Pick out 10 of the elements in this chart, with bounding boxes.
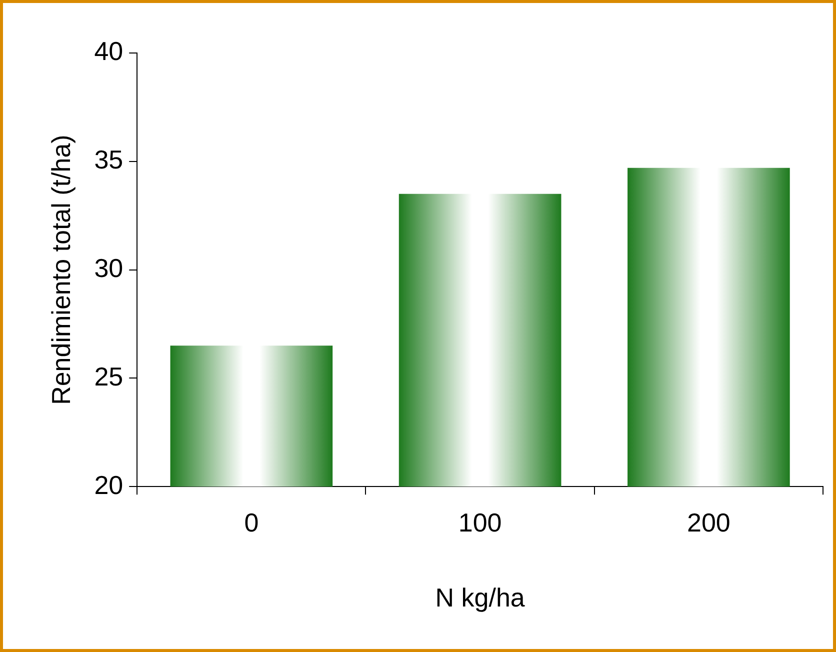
y-tick-label: 30 [94,252,124,283]
x-tick-label: 0 [244,507,259,538]
y-tick-label: 20 [94,470,124,500]
x-axis-title: N kg/ha [435,582,526,613]
x-tick-label: 100 [458,507,502,538]
y-tick-label: 40 [94,36,124,66]
x-tick-label: 200 [686,507,730,538]
y-tick-label: 35 [94,144,124,175]
y-axis-title: Rendimiento total (t/ha) [46,134,76,405]
y-tick-label: 25 [94,361,124,392]
